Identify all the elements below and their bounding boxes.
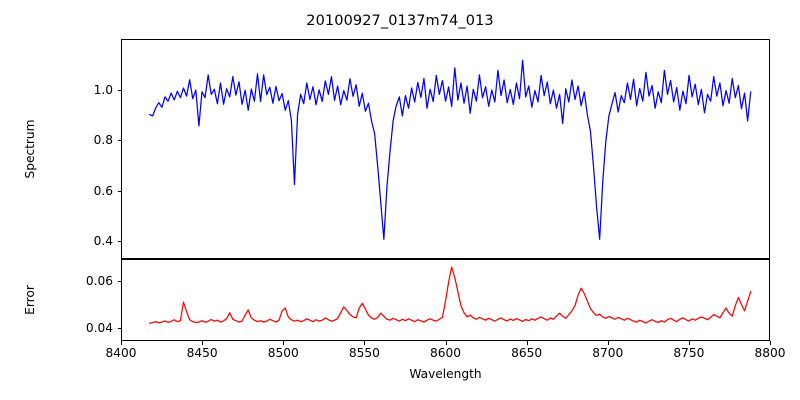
spectrum-y-tick — [117, 140, 121, 142]
x-tick — [202, 341, 204, 345]
x-ticklabel: 8700 — [592, 346, 624, 360]
chart-title: 20100927_0137m74_013 — [306, 13, 494, 29]
x-tick — [607, 341, 609, 345]
x-ticklabel: 8500 — [267, 346, 299, 360]
x-ticklabel: 8400 — [105, 346, 137, 360]
error-y-ticklabel: 0.06 — [85, 274, 113, 289]
x-ticklabel: 8750 — [673, 346, 705, 360]
spectrum-y-tick — [117, 190, 121, 192]
x-tick — [283, 341, 285, 345]
x-ticklabel: 8550 — [348, 346, 380, 360]
y-axis-label-error: Error — [23, 285, 37, 315]
error-panel — [121, 259, 770, 341]
x-tick — [121, 341, 122, 345]
x-axis-label: Wavelength — [409, 367, 482, 381]
error-line-plot — [148, 266, 752, 324]
spectrum-y-ticklabel: 1.0 — [93, 82, 113, 97]
spectrum-y-ticklabel: 0.4 — [93, 234, 113, 249]
error-y-tick — [117, 281, 121, 283]
x-ticklabel: 8650 — [511, 346, 543, 360]
y-axis-label-spectrum: Spectrum — [23, 119, 37, 179]
spectrum-line-plot — [148, 59, 752, 240]
spectrum-y-tick — [117, 241, 121, 243]
spectrum-y-ticklabel: 0.8 — [93, 133, 113, 148]
x-ticklabel: 8450 — [186, 346, 218, 360]
x-tick — [364, 341, 366, 345]
x-tick — [770, 341, 771, 345]
error-y-ticklabel: 0.04 — [85, 321, 113, 336]
error-y-tick — [117, 328, 121, 330]
spectrum-y-tick — [117, 89, 121, 91]
spectrum-series — [148, 59, 752, 240]
x-ticklabel: 8800 — [754, 346, 786, 360]
spectrum-y-ticklabel: 0.6 — [93, 183, 113, 198]
x-tick — [445, 341, 447, 345]
x-tick — [526, 341, 528, 345]
x-tick — [688, 341, 690, 345]
error-series — [148, 266, 752, 324]
spectrum-panel — [121, 39, 770, 259]
x-ticklabel: 8600 — [429, 346, 462, 360]
